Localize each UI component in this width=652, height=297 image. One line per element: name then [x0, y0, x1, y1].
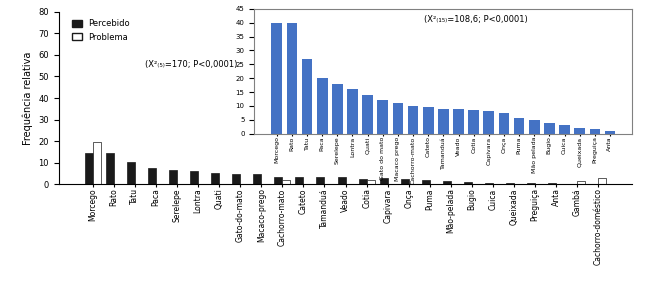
Bar — [527, 183, 535, 184]
Bar — [422, 180, 430, 184]
Bar — [127, 162, 135, 184]
Bar — [401, 179, 409, 184]
Bar — [506, 183, 514, 184]
Bar — [604, 131, 615, 134]
Bar — [378, 100, 388, 134]
Bar — [499, 113, 509, 134]
Bar — [443, 181, 451, 184]
Bar — [574, 128, 585, 134]
Bar — [271, 23, 282, 134]
Text: (X²₍₅₎=170; P<0,0001): (X²₍₅₎=170; P<0,0001) — [145, 60, 237, 69]
Bar — [274, 177, 282, 184]
Bar — [379, 178, 388, 184]
Bar — [423, 107, 434, 134]
Bar — [316, 177, 325, 184]
Bar — [514, 119, 524, 134]
Bar — [338, 177, 346, 184]
Bar — [85, 153, 93, 184]
Bar — [302, 59, 312, 134]
Bar — [287, 23, 297, 134]
Text: (X²₍₁₅₎=108,6; P<0,0001): (X²₍₁₅₎=108,6; P<0,0001) — [424, 15, 528, 24]
Bar — [453, 109, 464, 134]
Bar — [106, 153, 114, 184]
Bar — [589, 129, 600, 134]
Bar — [529, 120, 539, 134]
Bar — [559, 125, 570, 134]
Bar — [317, 78, 327, 134]
Bar — [408, 106, 419, 134]
Bar — [363, 95, 373, 134]
Bar — [93, 142, 101, 184]
Bar — [599, 178, 606, 184]
Bar — [332, 84, 343, 134]
Bar — [544, 123, 555, 134]
Bar — [464, 182, 472, 184]
Y-axis label: Frequência relativa: Frequência relativa — [22, 51, 33, 145]
Bar — [393, 103, 403, 134]
Bar — [484, 111, 494, 134]
Bar — [190, 171, 198, 184]
Bar — [468, 110, 479, 134]
Bar — [148, 168, 156, 184]
Bar — [282, 180, 290, 184]
Bar — [485, 183, 493, 184]
Bar — [253, 174, 261, 184]
Bar — [577, 181, 585, 184]
Bar — [438, 109, 449, 134]
Bar — [211, 173, 219, 184]
Bar — [348, 89, 358, 134]
Bar — [295, 177, 303, 184]
Bar — [169, 170, 177, 184]
Bar — [359, 179, 366, 184]
Legend: Percebido, Problema: Percebido, Problema — [68, 16, 134, 45]
Bar — [232, 174, 240, 184]
Bar — [366, 180, 375, 184]
